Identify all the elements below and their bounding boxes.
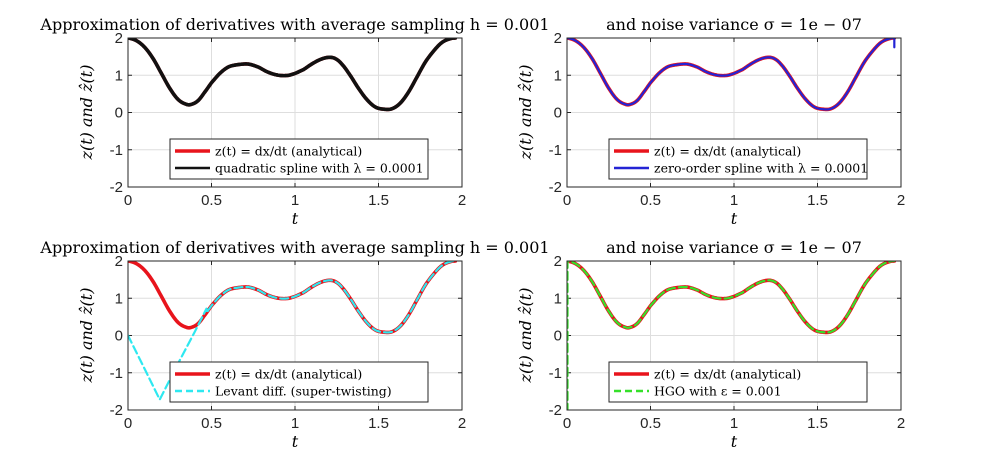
legend-label: z(t) = dx/dt (analytical) <box>215 144 362 159</box>
plot-lines <box>128 261 458 401</box>
y-axis-label: z(t) and ẑ(t) <box>516 288 535 384</box>
axes-frame <box>127 260 463 411</box>
x-tick-label: 0.5 <box>201 415 222 432</box>
x-tick-label: 0 <box>563 192 571 209</box>
legend-box <box>169 361 429 403</box>
axes-frame <box>566 37 902 188</box>
legend-label: z(t) = dx/dt (analytical) <box>215 367 362 382</box>
panel-title: and noise variance σ = 1e − 07 <box>606 15 862 34</box>
x-tick-label: 0 <box>124 192 132 209</box>
legend: z(t) = dx/dt (analytical) HGO with ε = 0.… <box>608 361 868 403</box>
y-tick-label: 0 <box>554 328 562 345</box>
y-tick-label: -1 <box>110 365 123 382</box>
x-axis-label: t <box>292 432 299 451</box>
legend: z(t) = dx/dt (analytical) quadratic splin… <box>169 138 429 180</box>
x-tick-label: 1.5 <box>368 415 389 432</box>
x-tick-label: 1.5 <box>807 192 828 209</box>
series-line-levant <box>128 261 457 401</box>
axes-frame <box>566 260 902 411</box>
x-axis-label: t <box>292 209 299 228</box>
x-tick-label: 1.5 <box>368 192 389 209</box>
panel-top-left: Approximation of derivatives with averag… <box>39 15 549 228</box>
y-tick-label: 1 <box>115 67 123 84</box>
panel-bottom-left: Approximation of derivatives with averag… <box>39 238 549 451</box>
y-tick-label: 1 <box>115 290 123 307</box>
y-tick-label: 0 <box>554 105 562 122</box>
y-tick-label: 2 <box>554 30 562 47</box>
x-tick-label: 0.5 <box>640 192 661 209</box>
plot-lines <box>128 38 458 112</box>
panel-title: and noise variance σ = 1e − 07 <box>606 238 862 257</box>
x-tick-label: 2 <box>897 415 905 432</box>
y-tick-label: 2 <box>115 30 123 47</box>
y-tick-label: -1 <box>549 142 562 159</box>
x-tick-label: 1 <box>291 192 299 209</box>
x-tick-label: 2 <box>458 192 466 209</box>
y-axis-label: z(t) and ẑ(t) <box>77 65 96 161</box>
x-tick-label: 0 <box>563 415 571 432</box>
series-line-hgo <box>567 261 896 410</box>
x-tick-label: 1 <box>730 192 738 209</box>
x-axis-label: t <box>731 432 738 451</box>
y-tick-label: -2 <box>110 179 123 196</box>
legend: z(t) = dx/dt (analytical) Levant diff. (s… <box>169 361 429 403</box>
x-tick-label: 1 <box>291 415 299 432</box>
legend-label: zero-order spline with λ = 0.0001 <box>654 161 868 176</box>
y-tick-label: -2 <box>549 179 562 196</box>
y-tick-label: 0 <box>115 328 123 345</box>
y-tick-label: -2 <box>110 402 123 419</box>
y-tick-label: 1 <box>554 290 562 307</box>
y-tick-label: -2 <box>549 402 562 419</box>
legend-label: z(t) = dx/dt (analytical) <box>654 144 801 159</box>
x-tick-label: 0.5 <box>640 415 661 432</box>
legend-label: HGO with ε = 0.001 <box>654 384 782 399</box>
series-line-zero-order <box>567 38 896 111</box>
y-axis-label: z(t) and ẑ(t) <box>77 288 96 384</box>
panel-title: Approximation of derivatives with averag… <box>39 238 549 257</box>
panel-bottom-right: and noise variance σ = 1e − 07 t z(t) an… <box>516 238 905 451</box>
x-tick-label: 2 <box>458 415 466 432</box>
legend-label: Levant diff. (super-twisting) <box>215 384 392 399</box>
panel-top-right: and noise variance σ = 1e − 07 t z(t) an… <box>516 15 905 228</box>
x-axis-label: t <box>731 209 738 228</box>
y-tick-label: -1 <box>110 142 123 159</box>
x-tick-label: 1.5 <box>807 415 828 432</box>
y-tick-label: 0 <box>115 105 123 122</box>
x-tick-label: 0 <box>124 415 132 432</box>
legend-label: z(t) = dx/dt (analytical) <box>654 367 801 382</box>
x-tick-label: 2 <box>897 192 905 209</box>
axes-frame <box>127 37 463 188</box>
y-tick-label: 1 <box>554 67 562 84</box>
x-tick-label: 1 <box>730 415 738 432</box>
y-axis-label: z(t) and ẑ(t) <box>516 65 535 161</box>
legend-box <box>608 138 868 180</box>
legend-label: quadratic spline with λ = 0.0001 <box>215 161 424 176</box>
y-tick-label: 2 <box>115 253 123 270</box>
legend-box <box>169 138 429 180</box>
series-line-analytical <box>128 38 458 112</box>
x-tick-label: 0.5 <box>201 192 222 209</box>
plot-lines <box>567 261 897 410</box>
y-tick-label: 2 <box>554 253 562 270</box>
legend-box <box>608 361 868 403</box>
legend: z(t) = dx/dt (analytical) zero-order spli… <box>608 138 868 180</box>
plot-lines <box>567 38 897 112</box>
panel-title: Approximation of derivatives with averag… <box>39 15 549 34</box>
y-tick-label: -1 <box>549 365 562 382</box>
